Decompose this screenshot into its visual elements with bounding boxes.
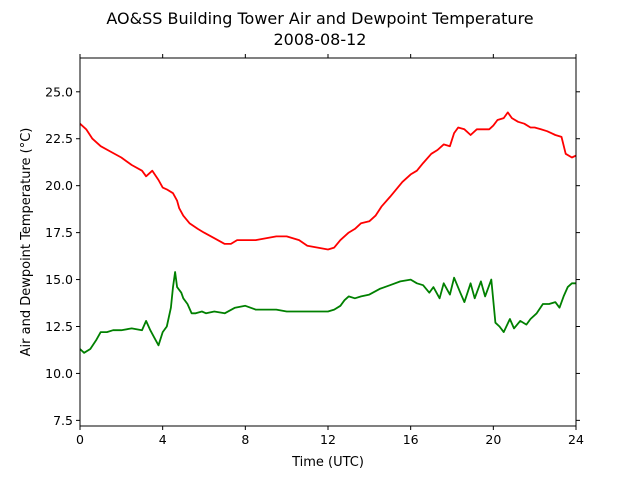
y-axis-label: Air and Dewpoint Temperature (°C) [19,128,34,357]
chart-subtitle: 2008-08-12 [274,30,367,49]
chart-title: AO&SS Building Tower Air and Dewpoint Te… [106,9,533,28]
x-tick-label: 12 [320,432,336,447]
x-tick-label: 20 [485,432,501,447]
y-tick-label: 25.0 [45,84,73,99]
series-line-0 [79,111,577,251]
y-tick-label: 15.0 [45,272,73,287]
x-tick-label: 0 [76,432,84,447]
x-axis-label: Time (UTC) [291,455,364,470]
series-layer [79,111,577,354]
y-tick-label: 20.0 [45,178,73,193]
x-tick-label: 8 [241,432,249,447]
y-tick-label: 12.5 [45,319,73,334]
y-tick-label: 17.5 [45,225,73,240]
x-tick-label: 4 [159,432,167,447]
series-line-1 [79,271,576,354]
y-tick-label: 7.5 [53,413,73,428]
y-tick-label: 22.5 [45,131,73,146]
ticks-layer: 0 4 8 12 16 20 24 7.5 10.0 12.5 15.0 17.5 20.0 22.5 25… [45,54,584,447]
x-tick-label: 16 [403,432,419,447]
x-tick-label: 24 [568,432,584,447]
y-tick-label: 10.0 [45,366,73,381]
